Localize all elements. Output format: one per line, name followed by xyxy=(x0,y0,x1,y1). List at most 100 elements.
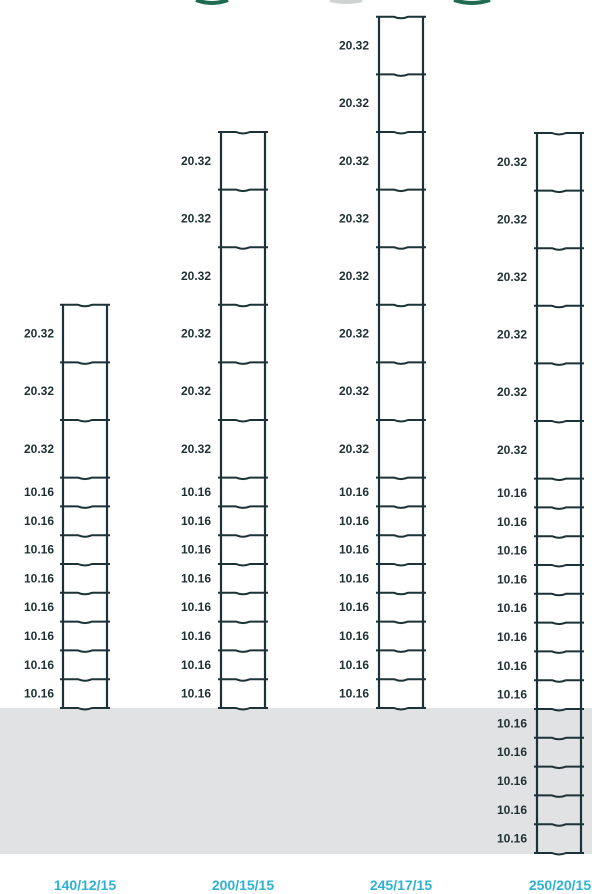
fence-3-spacing-label: 20.32 xyxy=(339,269,369,283)
ground-band xyxy=(0,708,592,854)
top-arc-right xyxy=(453,0,491,5)
fence-1-line-wire xyxy=(60,563,110,567)
fence-3-spacing-label: 10.16 xyxy=(339,485,369,499)
fence-3-line-wire xyxy=(376,649,426,653)
fence-1-line-wire xyxy=(60,707,110,711)
fence-4-spacing-label: 10.16 xyxy=(497,601,527,615)
fence-3-spacing-label: 20.32 xyxy=(339,154,369,168)
fence-3-line-wire xyxy=(376,678,426,682)
fence-2-line-wire xyxy=(218,563,268,567)
fence-3-spacing-label: 20.32 xyxy=(339,39,369,53)
fence-3-line-wire xyxy=(376,73,426,77)
fence-4-line-wire xyxy=(534,679,584,683)
fence-1-line-wire xyxy=(60,649,110,653)
top-arc-left xyxy=(195,0,229,5)
fence-1-spacing-label: 10.16 xyxy=(24,658,54,672)
fence-1-spacing-label: 10.16 xyxy=(24,600,54,614)
fence-3-line-wire xyxy=(376,15,426,20)
fence-1-line-wire xyxy=(60,303,110,308)
fence-3-line-wire xyxy=(376,620,426,625)
fence-3-spacing-label: 20.32 xyxy=(339,384,369,398)
fence-4-line-wire xyxy=(534,794,584,798)
fence-3-line-wire xyxy=(376,419,426,423)
fence-2-spacing-label: 20.32 xyxy=(181,211,211,225)
fence-2-line-wire xyxy=(218,534,268,538)
fence-4-line-wire xyxy=(534,420,584,424)
fence-4-line-wire xyxy=(534,823,584,827)
fence-4-spacing-label: 20.32 xyxy=(497,212,527,226)
fence-4-line-wire xyxy=(534,477,584,482)
fence-4-line-wire xyxy=(534,650,584,654)
fence-3-line-wire xyxy=(376,534,426,538)
fence-2-line-wire xyxy=(218,188,268,193)
fence-4-line-wire xyxy=(534,765,584,770)
fence-model-label-4: 250/20/15 xyxy=(528,877,592,893)
fence-1-line-wire xyxy=(60,476,110,481)
fence-4-spacing-label: 10.16 xyxy=(497,659,527,673)
fence-2-spacing-label: 10.16 xyxy=(181,485,211,499)
fence-4-spacing-label: 10.16 xyxy=(497,515,527,529)
fence-4-spacing-label: 10.16 xyxy=(497,688,527,702)
fence-3-spacing-label: 10.16 xyxy=(339,658,369,672)
fence-2-spacing-label: 20.32 xyxy=(181,442,211,456)
fence-3-line-wire xyxy=(376,246,426,250)
fence-1-spacing-label: 20.32 xyxy=(24,384,54,398)
fence-1: 20.32 20.32 20.32 10.16 10.16 10.16 10.16 10.16… xyxy=(24,303,110,711)
fence-4-line-wire xyxy=(534,592,584,597)
fence-4-line-wire xyxy=(534,621,584,626)
fence-3-spacing-label: 10.16 xyxy=(339,571,369,585)
fence-4-line-wire xyxy=(534,535,584,539)
fence-3-spacing-label: 10.16 xyxy=(339,629,369,643)
fence-3-line-wire xyxy=(376,505,426,509)
fence-4-line-wire xyxy=(534,132,584,136)
fence-4-spacing-label: 10.16 xyxy=(497,544,527,558)
fence-4-line-wire xyxy=(534,362,584,366)
fence-1-line-wire xyxy=(60,361,110,365)
fence-2-line-wire xyxy=(218,246,268,250)
fence-4: 20.32 20.32 20.32 20.32 20.32 20.32 10.16 10.16… xyxy=(497,132,584,856)
fence-1-line-wire xyxy=(60,505,110,509)
fence-4-spacing-label: 20.32 xyxy=(497,155,527,169)
fence-2-line-wire xyxy=(218,419,268,423)
fence-1-line-wire xyxy=(60,678,110,682)
fence-model-label-3: 245/17/15 xyxy=(369,877,433,893)
fence-4-spacing-label: 20.32 xyxy=(497,270,527,284)
fence-4-line-wire xyxy=(534,506,584,510)
fence-2-spacing-label: 10.16 xyxy=(181,543,211,557)
fence-4-line-wire xyxy=(534,304,584,309)
fence-2-line-wire xyxy=(218,505,268,509)
top-decoration xyxy=(195,0,491,5)
fence-2: 20.32 20.32 20.32 20.32 20.32 20.32 10.16 10.16… xyxy=(181,131,268,711)
fence-1-spacing-label: 10.16 xyxy=(24,629,54,643)
fence-3-line-wire xyxy=(376,591,426,596)
fence-4-spacing-label: 10.16 xyxy=(497,803,527,817)
fence-1-spacing-label: 20.32 xyxy=(24,442,54,456)
fence-2-spacing-label: 10.16 xyxy=(181,687,211,701)
fence-model-label-2: 200/15/15 xyxy=(211,877,275,893)
fence-2-spacing-label: 10.16 xyxy=(181,629,211,643)
fence-2-spacing-label: 10.16 xyxy=(181,514,211,528)
fence-2-line-wire xyxy=(218,620,268,625)
fence-2-spacing-label: 20.32 xyxy=(181,327,211,341)
fence-4-spacing-label: 10.16 xyxy=(497,745,527,759)
fence-4-spacing-label: 10.16 xyxy=(497,832,527,846)
fence-4-line-wire xyxy=(534,247,584,251)
fence-4-line-wire xyxy=(534,736,584,741)
fence-2-line-wire xyxy=(218,303,268,308)
fence-2-spacing-label: 10.16 xyxy=(181,658,211,672)
fence-1-spacing-label: 10.16 xyxy=(24,543,54,557)
fence-3-line-wire xyxy=(376,188,426,193)
fence-4-line-wire xyxy=(534,708,584,712)
fence-3-spacing-label: 20.32 xyxy=(339,96,369,110)
fence-3-spacing-label: 10.16 xyxy=(339,600,369,614)
fence-3-spacing-label: 10.16 xyxy=(339,514,369,528)
fence-3-spacing-label: 10.16 xyxy=(339,687,369,701)
fence-4-spacing-label: 20.32 xyxy=(497,385,527,399)
fence-2-line-wire xyxy=(218,678,268,682)
fence-3-line-wire xyxy=(376,131,426,135)
fence-4-line-wire xyxy=(534,564,584,568)
fence-4-line-wire xyxy=(534,189,584,194)
fence-3-line-wire xyxy=(376,361,426,365)
top-arc-middle xyxy=(329,0,363,4)
